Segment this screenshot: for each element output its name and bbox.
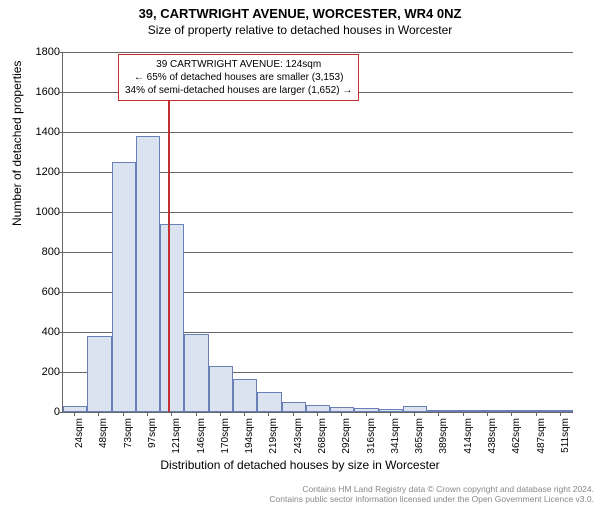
histogram-bar (403, 406, 427, 412)
x-tick-label: 511sqm (560, 418, 571, 458)
x-axis-label: Distribution of detached houses by size … (0, 458, 600, 472)
x-tick-mark (511, 412, 512, 416)
x-tick-mark (147, 412, 148, 416)
y-tick-label: 200 (24, 366, 60, 378)
annotation-box: 39 CARTWRIGHT AVENUE: 124sqm← 65% of det… (118, 54, 359, 101)
x-tick-mark (293, 412, 294, 416)
histogram-bar (257, 392, 281, 412)
annotation-line: 34% of semi-detached houses are larger (… (125, 84, 352, 97)
x-tick-mark (341, 412, 342, 416)
annotation-line: 39 CARTWRIGHT AVENUE: 124sqm (125, 58, 352, 71)
chart-subtitle: Size of property relative to detached ho… (0, 23, 600, 37)
x-tick-mark (244, 412, 245, 416)
histogram-bar (354, 408, 378, 412)
x-tick-label: 487sqm (536, 418, 547, 458)
histogram-bar (63, 406, 87, 412)
y-tick-mark (58, 292, 62, 293)
chart-title: 39, CARTWRIGHT AVENUE, WORCESTER, WR4 0N… (0, 6, 600, 21)
y-axis-label: Number of detached properties (10, 61, 24, 226)
x-tick-label: 170sqm (220, 418, 231, 458)
footer-line-2: Contains public sector information licen… (269, 494, 594, 504)
x-tick-label: 24sqm (74, 418, 85, 458)
y-tick-label: 1200 (24, 166, 60, 178)
x-tick-mark (390, 412, 391, 416)
x-tick-mark (414, 412, 415, 416)
x-tick-label: 146sqm (196, 418, 207, 458)
x-tick-mark (98, 412, 99, 416)
histogram-bar (160, 224, 184, 412)
histogram-bar (427, 410, 451, 412)
x-tick-label: 292sqm (341, 418, 352, 458)
footer-line-1: Contains HM Land Registry data © Crown c… (269, 484, 594, 494)
histogram-bar (233, 379, 257, 412)
x-tick-mark (220, 412, 221, 416)
x-tick-label: 341sqm (390, 418, 401, 458)
x-tick-label: 462sqm (511, 418, 522, 458)
y-tick-mark (58, 412, 62, 413)
y-tick-label: 400 (24, 326, 60, 338)
x-tick-label: 97sqm (147, 418, 158, 458)
x-tick-mark (560, 412, 561, 416)
x-tick-mark (366, 412, 367, 416)
x-tick-label: 438sqm (487, 418, 498, 458)
y-tick-label: 1600 (24, 86, 60, 98)
x-tick-mark (463, 412, 464, 416)
reference-line (168, 92, 170, 412)
histogram-bar (136, 136, 160, 412)
y-tick-label: 1000 (24, 206, 60, 218)
histogram-bar (330, 407, 354, 412)
x-tick-label: 194sqm (244, 418, 255, 458)
histogram-bar (184, 334, 208, 412)
histogram-bar (282, 402, 306, 412)
x-tick-label: 414sqm (463, 418, 474, 458)
x-tick-label: 48sqm (98, 418, 109, 458)
chart-plot-area: 39 CARTWRIGHT AVENUE: 124sqm← 65% of det… (62, 52, 573, 413)
x-tick-label: 243sqm (293, 418, 304, 458)
y-tick-mark (58, 92, 62, 93)
x-tick-label: 219sqm (268, 418, 279, 458)
y-tick-label: 800 (24, 246, 60, 258)
histogram-bar (379, 409, 403, 412)
x-tick-mark (171, 412, 172, 416)
footer-attribution: Contains HM Land Registry data © Crown c… (269, 484, 594, 504)
x-tick-label: 389sqm (438, 418, 449, 458)
x-tick-mark (123, 412, 124, 416)
histogram-bar (549, 410, 573, 412)
x-tick-label: 365sqm (414, 418, 425, 458)
y-tick-label: 600 (24, 286, 60, 298)
histogram-bar (112, 162, 136, 412)
y-tick-label: 1400 (24, 126, 60, 138)
gridline (63, 52, 573, 53)
histogram-bar (306, 405, 330, 412)
y-tick-mark (58, 172, 62, 173)
y-tick-mark (58, 212, 62, 213)
x-tick-mark (196, 412, 197, 416)
x-tick-mark (74, 412, 75, 416)
y-tick-mark (58, 332, 62, 333)
x-tick-mark (268, 412, 269, 416)
histogram-bar (452, 410, 476, 412)
y-tick-mark (58, 52, 62, 53)
x-tick-mark (487, 412, 488, 416)
x-tick-mark (438, 412, 439, 416)
y-tick-mark (58, 252, 62, 253)
x-tick-label: 73sqm (123, 418, 134, 458)
histogram-bar (524, 410, 548, 412)
x-tick-label: 268sqm (317, 418, 328, 458)
annotation-line: ← 65% of detached houses are smaller (3,… (125, 71, 352, 84)
y-tick-mark (58, 132, 62, 133)
histogram-bar (500, 410, 524, 412)
y-tick-label: 0 (24, 406, 60, 418)
x-tick-mark (317, 412, 318, 416)
x-tick-mark (536, 412, 537, 416)
x-tick-label: 121sqm (171, 418, 182, 458)
histogram-bar (87, 336, 111, 412)
histogram-bar (209, 366, 233, 412)
gridline (63, 132, 573, 133)
y-tick-label: 1800 (24, 46, 60, 58)
y-tick-mark (58, 372, 62, 373)
x-tick-label: 316sqm (366, 418, 377, 458)
